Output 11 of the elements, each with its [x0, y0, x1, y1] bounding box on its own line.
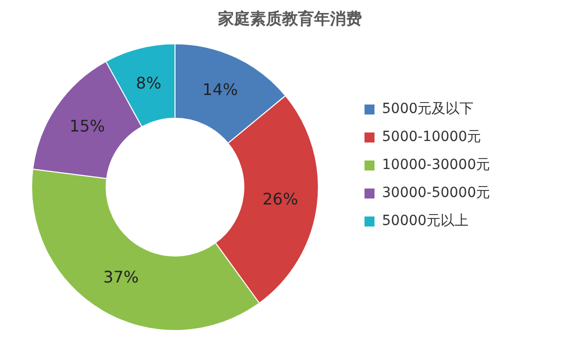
legend-label: 50000元以上 — [382, 213, 469, 230]
data-label: 15% — [69, 116, 106, 136]
data-label: 26% — [262, 190, 298, 209]
data-label: 8% — [136, 73, 162, 92]
data-label: 37% — [103, 268, 139, 287]
chart-title: 家庭素质教育年消费 — [217, 8, 362, 28]
legend-label: 5000元及以下 — [382, 101, 474, 118]
legend-label: 30000-50000元 — [382, 185, 490, 202]
data-label: 14% — [202, 80, 238, 100]
legend-label: 10000-30000元 — [382, 157, 490, 174]
legend-label: 5000-10000元 — [382, 129, 482, 146]
